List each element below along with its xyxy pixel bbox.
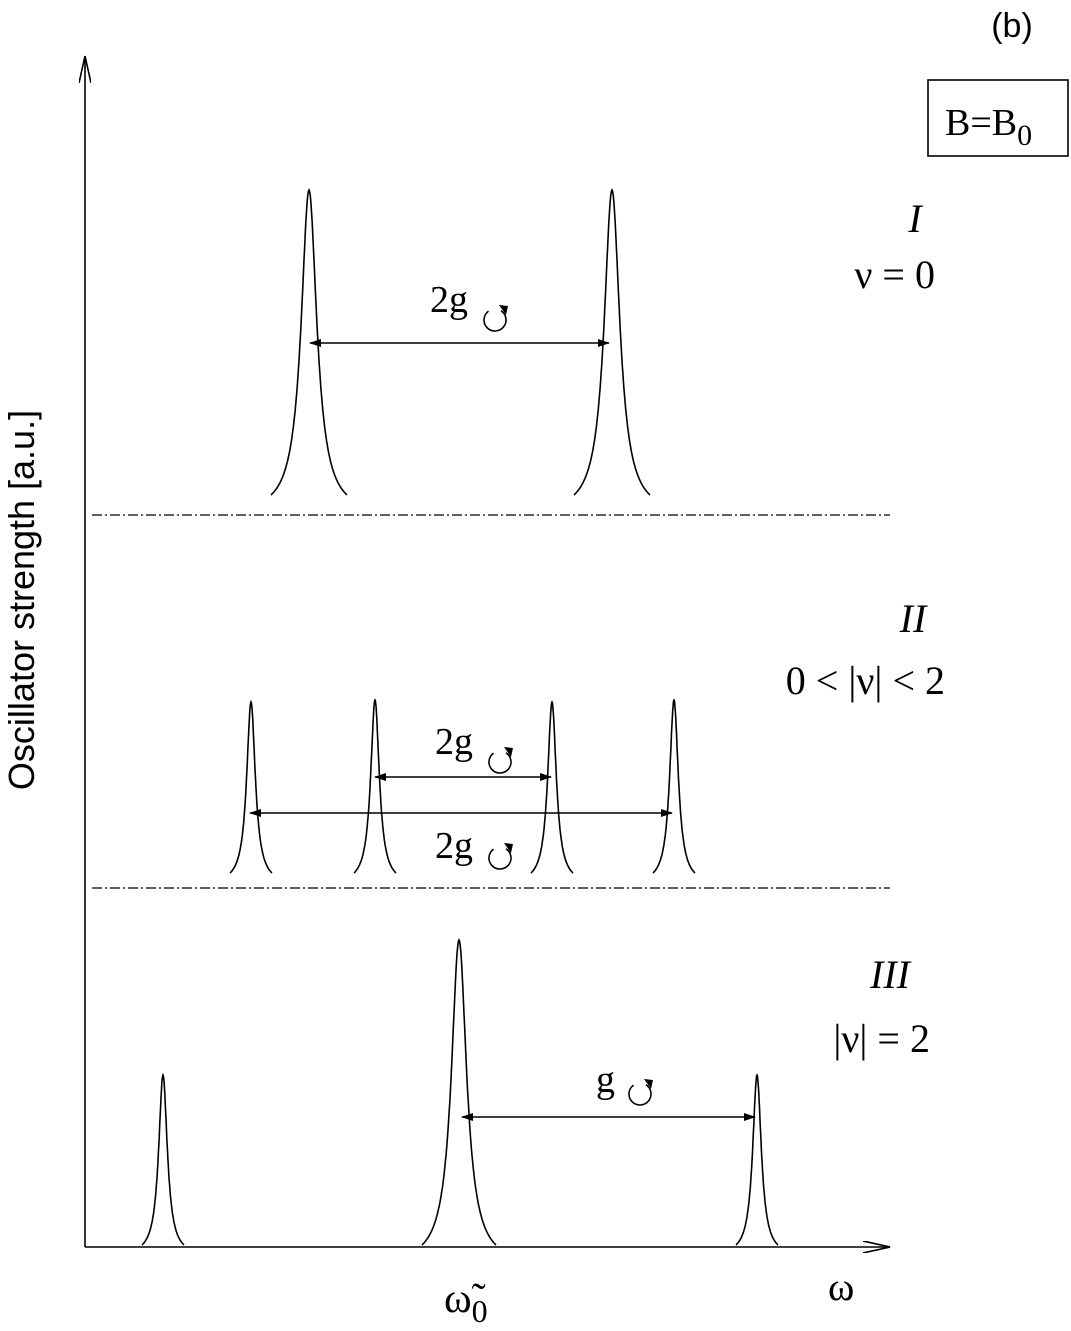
- splitting-label: 2g: [430, 279, 468, 321]
- peak: [652, 698, 696, 874]
- peaks: [141, 187, 779, 1246]
- peak: [353, 698, 397, 874]
- x-center-sub: 0: [472, 1293, 488, 1329]
- panel-condition: 0 < |ν| < 2: [786, 658, 945, 703]
- panel-condition: |ν| = 2: [833, 1016, 930, 1061]
- peak: [573, 187, 651, 496]
- rotation-head: [504, 747, 513, 757]
- field-box: [927, 79, 1069, 157]
- rotation-icons: [483, 305, 653, 1106]
- rotation-arc: [483, 310, 507, 332]
- panel-condition: ν = 0: [854, 252, 935, 297]
- panel-numeral: II: [899, 596, 928, 641]
- rotation-arc: [488, 752, 512, 774]
- rotation-arc: [488, 848, 512, 870]
- panel-numeral: I: [907, 196, 923, 241]
- peak: [735, 1073, 779, 1246]
- peak: [141, 1072, 185, 1246]
- field-sub: 0: [1017, 119, 1032, 152]
- rotation-head: [644, 1079, 653, 1089]
- peak: [421, 937, 497, 1246]
- panel-label: (b): [991, 7, 1033, 45]
- field-text: B=B0: [945, 102, 1032, 152]
- splitting-label: g: [596, 1059, 615, 1101]
- x-center-label: ω̃0: [444, 1276, 488, 1329]
- splitting-label: 2g: [435, 825, 473, 867]
- panel-numeral: III: [869, 952, 912, 997]
- splitting-label: 2g: [435, 721, 473, 763]
- peak: [530, 700, 574, 874]
- peak: [229, 699, 273, 874]
- peak: [270, 187, 348, 496]
- x-end-label: ω: [828, 1264, 854, 1309]
- field-main: B=B: [945, 102, 1017, 144]
- y-axis-label: Oscillator strength [a.u.]: [1, 410, 42, 790]
- rotation-head: [504, 843, 513, 853]
- rotation-head: [499, 305, 508, 315]
- rotation-arc: [628, 1084, 652, 1106]
